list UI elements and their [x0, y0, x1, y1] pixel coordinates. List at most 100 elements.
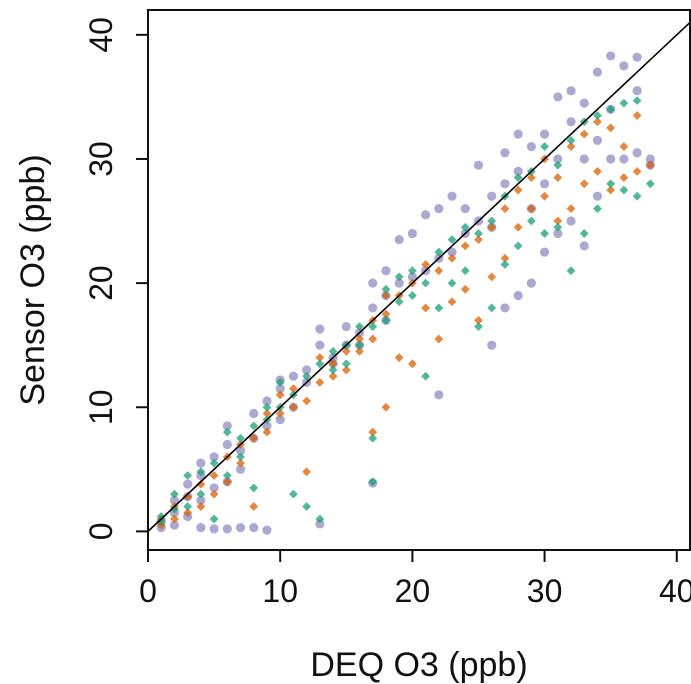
point-series-1	[579, 241, 589, 251]
point-series-1	[513, 129, 523, 139]
point-series-3	[447, 278, 457, 288]
point-series-1	[592, 191, 603, 201]
point-series-2	[381, 291, 391, 300]
point-series-1	[262, 396, 272, 406]
point-series-1	[275, 384, 285, 394]
point-series-1	[539, 129, 550, 139]
point-series-2	[632, 111, 642, 120]
point-series-2	[236, 458, 245, 468]
point-series-2	[368, 334, 378, 344]
point-series-1	[606, 51, 616, 61]
point-series-2	[328, 371, 338, 381]
point-series-3	[236, 433, 245, 443]
point-series-3	[170, 489, 179, 499]
point-series-1	[262, 525, 272, 535]
point-series-3	[355, 322, 364, 331]
point-series-2	[632, 166, 642, 176]
point-series-3	[487, 303, 497, 313]
y-axis-label: Sensor O3 (ppb)	[14, 154, 52, 405]
point-series-3	[460, 222, 470, 232]
point-series-1	[407, 228, 417, 239]
x-axis: 0 10 20 30 40	[139, 550, 691, 609]
point-series-2	[526, 204, 536, 214]
point-series-2	[421, 303, 431, 313]
point-series-3	[156, 517, 166, 526]
point-series-2	[487, 272, 497, 282]
point-series-1	[500, 303, 510, 313]
point-series-1	[460, 204, 470, 214]
point-series-3	[249, 421, 259, 431]
point-series-3	[513, 241, 523, 251]
point-series-2	[645, 160, 655, 170]
point-series-1	[553, 228, 563, 239]
identity-line	[148, 21, 690, 532]
point-series-2	[579, 179, 589, 189]
point-series-1	[235, 446, 246, 456]
point-series-2	[302, 467, 312, 477]
point-series-2	[262, 409, 272, 418]
point-series-2	[315, 353, 325, 362]
point-series-1	[579, 98, 589, 108]
point-series-3	[619, 98, 629, 108]
point-series-1	[196, 523, 206, 533]
point-series-3	[606, 104, 616, 114]
point-series-1	[553, 154, 563, 164]
point-series-1	[553, 92, 563, 102]
point-series-2	[553, 216, 563, 226]
x-tick-label: 10	[262, 573, 298, 609]
point-series-3	[302, 371, 312, 381]
point-series-3	[407, 291, 417, 300]
y-tick-label: 40	[83, 17, 119, 53]
point-series-3	[196, 489, 206, 499]
point-series-2	[381, 402, 391, 412]
point-series-2	[275, 409, 285, 418]
point-series-2	[315, 378, 325, 387]
point-series-3	[156, 512, 166, 521]
point-series-2	[249, 433, 259, 443]
point-series-3	[394, 272, 404, 282]
point-series-1	[368, 278, 378, 288]
point-series-3	[183, 471, 193, 480]
point-series-1	[209, 452, 219, 462]
point-series-3	[434, 247, 444, 257]
point-series-3	[236, 452, 245, 462]
point-series-1	[473, 160, 484, 170]
point-series-3	[249, 483, 259, 493]
point-series-1	[407, 272, 417, 282]
point-series-3	[302, 502, 312, 511]
point-series-1	[209, 524, 219, 534]
point-series-2	[302, 396, 312, 406]
point-series-1	[341, 321, 351, 332]
point-series-3	[381, 315, 391, 325]
point-series-3	[474, 322, 483, 331]
point-series-1	[579, 154, 589, 164]
point-series-2	[606, 185, 616, 195]
point-series-3	[328, 365, 338, 375]
point-series-3	[566, 135, 576, 145]
point-series-2	[566, 204, 576, 214]
point-series-1	[222, 439, 232, 450]
point-series-2	[500, 204, 510, 214]
point-series-2	[487, 222, 497, 232]
point-series-2	[289, 402, 298, 412]
point-series-3	[566, 266, 576, 276]
point-series-3	[421, 371, 431, 381]
point-series-1	[539, 247, 550, 257]
point-series-3	[315, 514, 325, 524]
point-series-3	[645, 179, 655, 189]
point-series-1	[183, 479, 193, 489]
point-series-1	[566, 117, 576, 127]
y-tick-label: 20	[83, 265, 119, 301]
point-series-3	[368, 477, 378, 487]
point-series-2	[249, 502, 259, 511]
point-series-2	[526, 173, 536, 182]
point-series-3	[632, 191, 642, 201]
point-series-2	[460, 284, 470, 294]
point-series-3	[381, 284, 391, 294]
point-series-2	[209, 489, 219, 499]
point-series-2	[540, 191, 549, 201]
point-series-2	[183, 492, 193, 502]
point-series-3	[513, 173, 523, 182]
point-series-2	[355, 334, 364, 344]
